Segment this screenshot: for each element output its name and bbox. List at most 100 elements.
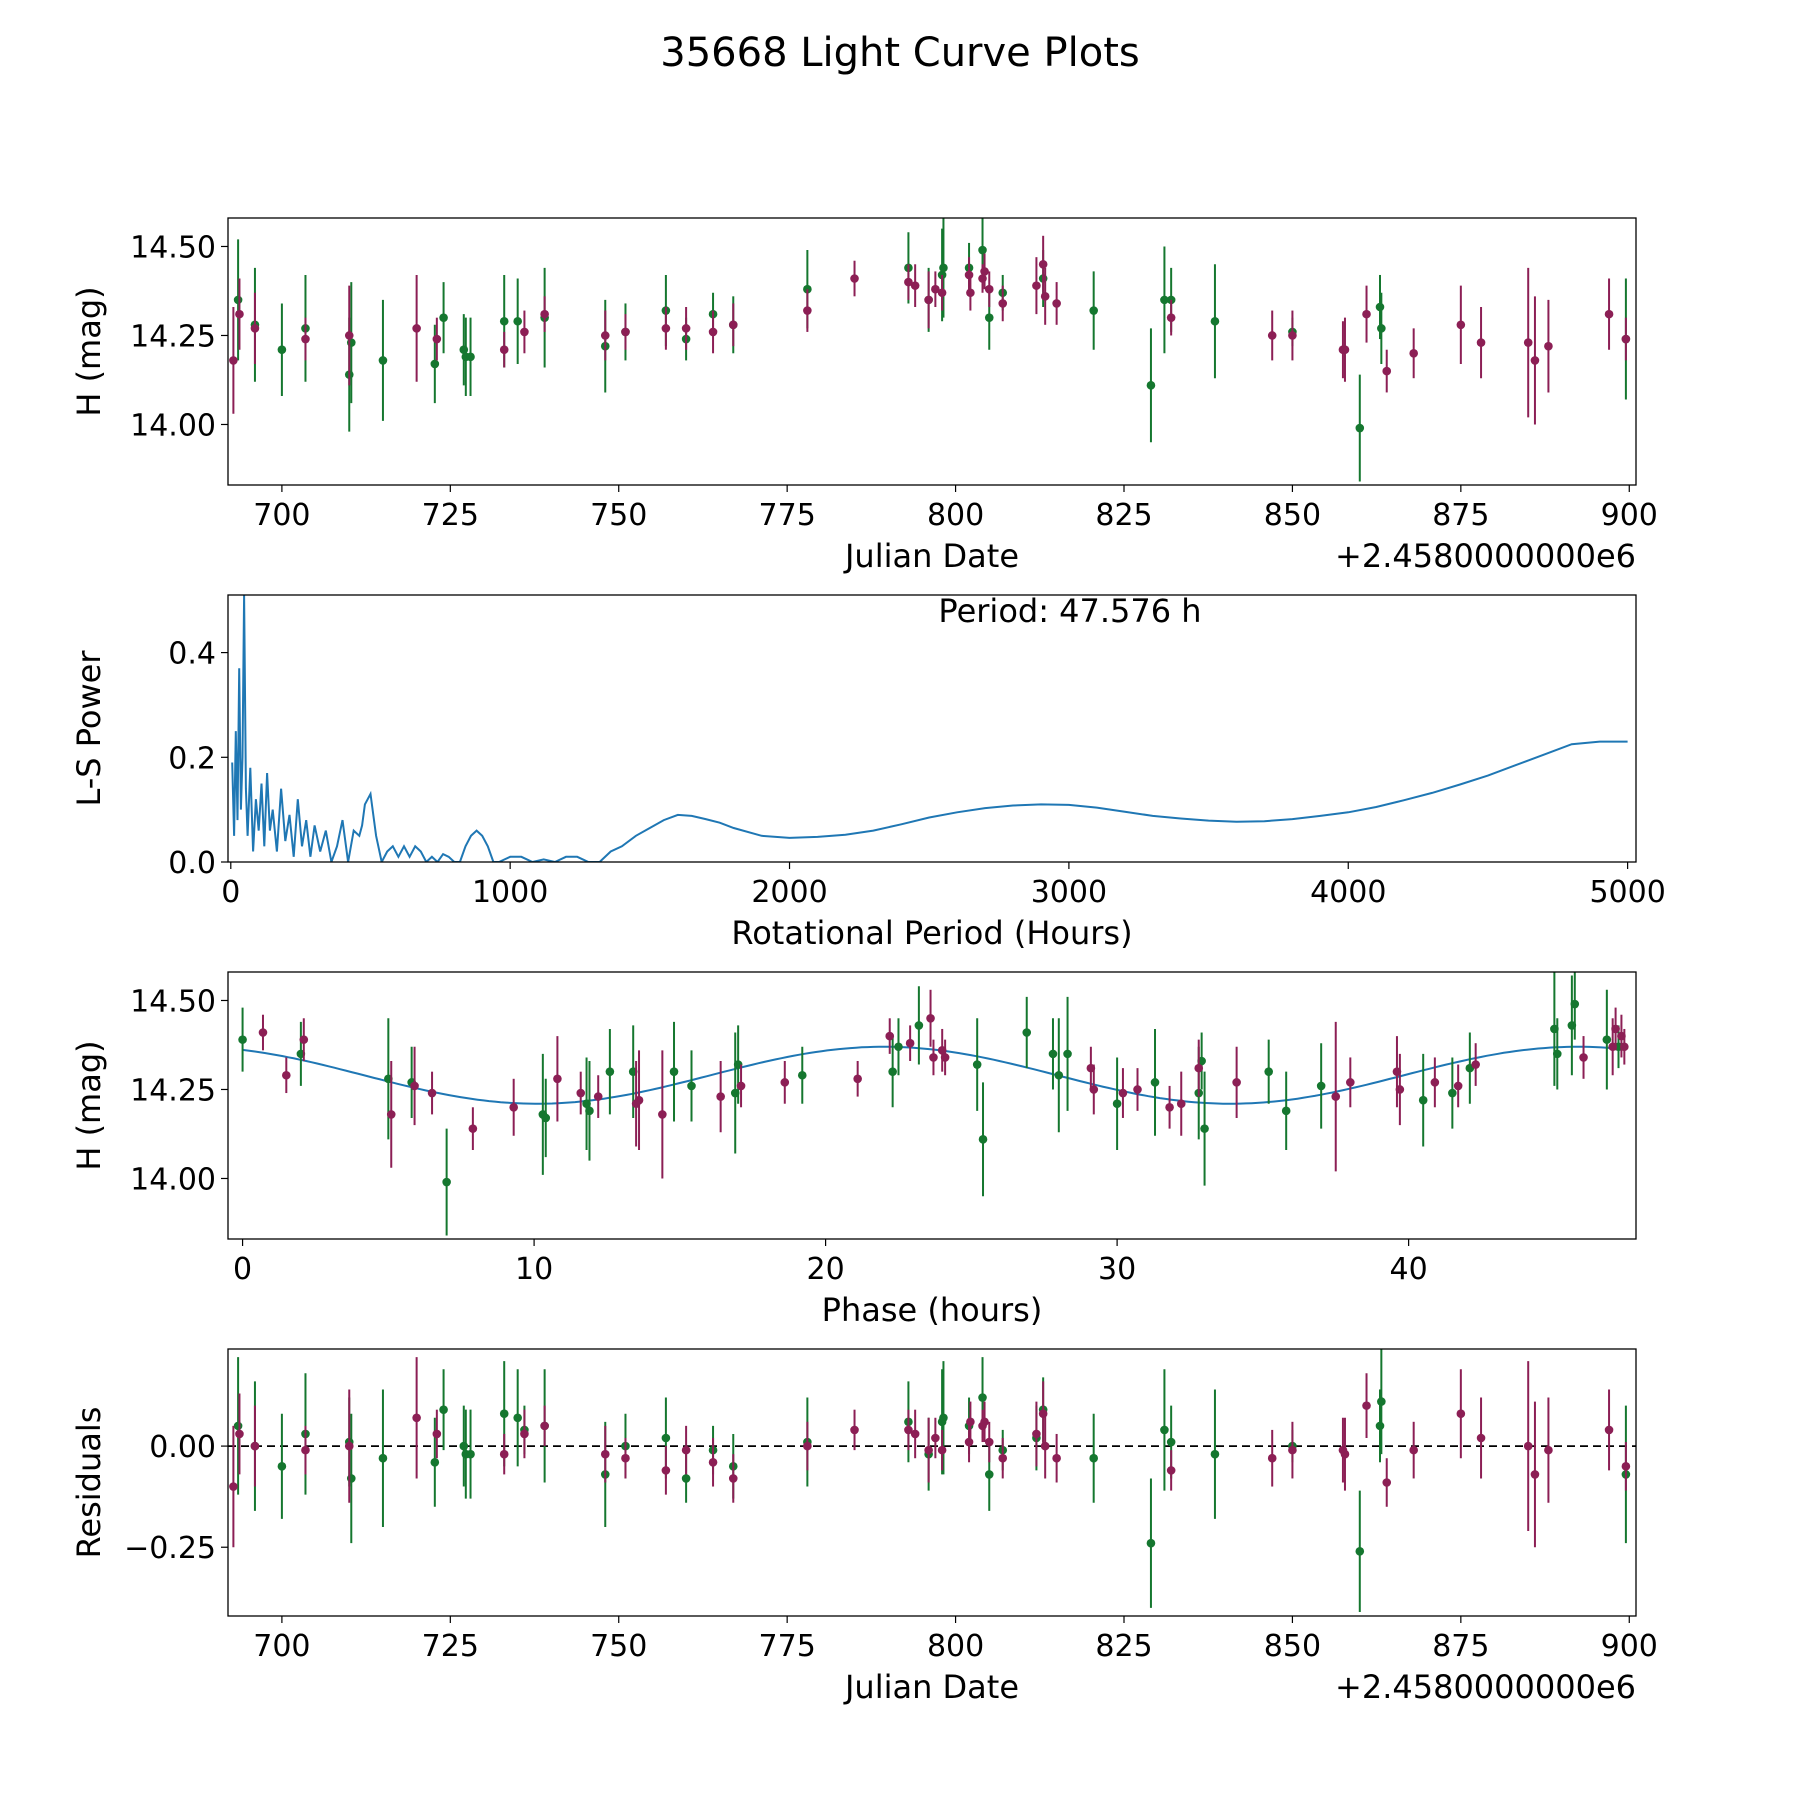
x-tick-label: 5000 — [1589, 875, 1665, 910]
plot-area — [229, 218, 1631, 482]
x-tick-label: 850 — [1264, 1629, 1321, 1664]
x-tick-label: 0 — [233, 1252, 252, 1287]
green-data-point — [978, 245, 987, 255]
purple-data-point — [1409, 348, 1418, 358]
green-data-point — [1150, 1078, 1160, 1087]
purple-data-point — [468, 1124, 478, 1133]
purple-data-point — [1089, 1085, 1099, 1094]
purple-data-point — [780, 1078, 790, 1087]
purple-data-point — [344, 331, 354, 340]
green-data-point — [1570, 999, 1580, 1009]
purple-data-point — [1165, 1102, 1174, 1112]
purple-data-point — [966, 288, 975, 298]
axes-frame — [227, 217, 1637, 486]
purple-data-point — [1382, 1478, 1392, 1487]
purple-data-point — [708, 327, 718, 337]
x-tick-label: 30 — [1098, 1252, 1136, 1287]
green-data-point — [499, 316, 509, 326]
purple-data-point — [520, 327, 529, 337]
green-data-point — [585, 1106, 594, 1116]
period-annotation: Period: 47.576 h — [938, 592, 1201, 630]
purple-data-point — [1038, 259, 1048, 269]
purple-data-point — [235, 309, 244, 319]
purple-data-point — [661, 1466, 671, 1475]
purple-data-point — [924, 295, 933, 305]
purple-data-point — [540, 1421, 549, 1431]
purple-data-point — [299, 1035, 309, 1044]
green-data-point — [978, 1393, 987, 1402]
purple-data-point — [553, 1074, 562, 1084]
green-data-point — [797, 1070, 807, 1080]
purple-data-point — [576, 1088, 586, 1098]
purple-data-point — [412, 1413, 421, 1423]
green-data-point — [1160, 295, 1169, 305]
green-data-point — [430, 359, 440, 369]
x-axis-label: Julian Date — [843, 537, 1019, 575]
purple-data-point — [1032, 281, 1041, 290]
green-data-point — [439, 1405, 448, 1414]
green-data-point — [1146, 381, 1156, 390]
purple-data-point — [1621, 334, 1631, 344]
green-data-point — [605, 1067, 615, 1076]
plot-area — [231, 595, 1628, 862]
purple-data-point — [1453, 1081, 1463, 1091]
green-data-point — [541, 1113, 551, 1123]
purple-data-point — [1040, 1441, 1050, 1451]
residuals-panel: 700 725 750 775 800 825 850 875 900 −0.25 0.00 Juli… — [70, 1348, 1658, 1706]
purple-data-point — [1232, 1078, 1241, 1087]
purple-data-point — [600, 1449, 610, 1459]
purple-data-point — [1267, 331, 1277, 340]
green-data-point — [939, 1413, 948, 1423]
y-tick-label: 14.00 — [130, 1162, 216, 1197]
purple-data-point — [621, 327, 630, 337]
purple-data-point — [716, 1092, 725, 1101]
green-data-point — [661, 1433, 671, 1443]
purple-data-point — [964, 1437, 974, 1447]
y-axis-label: Residuals — [70, 1407, 108, 1559]
green-data-point — [233, 295, 243, 305]
green-data-point — [1448, 1088, 1457, 1098]
purple-data-point — [1118, 1088, 1128, 1098]
purple-data-point — [386, 1110, 396, 1119]
purple-data-point — [499, 1449, 509, 1459]
purple-data-point — [1052, 299, 1061, 308]
green-data-point — [439, 313, 448, 322]
green-data-point — [984, 313, 994, 322]
purple-data-point — [1362, 1401, 1371, 1410]
x-tick-label: 750 — [590, 1629, 647, 1664]
purple-data-point — [1476, 1433, 1486, 1443]
x-offset-label: +2.4580000000e6 — [1335, 537, 1636, 575]
green-data-point — [888, 1067, 897, 1076]
green-data-point — [1264, 1067, 1273, 1076]
purple-data-point — [984, 1437, 994, 1447]
fit-model-line — [242, 1045, 1619, 1105]
green-data-point — [1054, 1070, 1064, 1080]
purple-data-point — [937, 1445, 947, 1455]
purple-data-point — [1288, 331, 1297, 340]
purple-data-point — [1382, 366, 1392, 376]
green-data-point — [499, 1409, 509, 1419]
purple-data-point — [410, 1081, 419, 1091]
purple-data-point — [1395, 1085, 1405, 1094]
purple-data-point — [1052, 1453, 1061, 1463]
green-data-point — [1063, 1049, 1072, 1059]
x-tick-label: 825 — [1095, 498, 1152, 533]
green-data-point — [1281, 1106, 1291, 1116]
green-data-point — [378, 1453, 388, 1463]
y-tick-label: 14.50 — [130, 984, 216, 1019]
green-data-point — [1552, 1049, 1562, 1059]
green-data-point — [442, 1177, 451, 1187]
x-tick-label: 900 — [1601, 498, 1658, 533]
x-tick-label: 750 — [590, 498, 647, 533]
x-tick-label: 2000 — [751, 875, 827, 910]
green-data-point — [1355, 1546, 1365, 1556]
purple-data-point — [661, 324, 671, 333]
purple-data-point — [984, 284, 994, 294]
purple-data-point — [1166, 313, 1176, 322]
purple-data-point — [964, 270, 974, 280]
purple-data-point — [803, 306, 812, 315]
purple-data-point — [593, 1092, 603, 1101]
purple-data-point — [681, 1445, 691, 1455]
y-tick-label: 0.00 — [149, 1430, 216, 1465]
